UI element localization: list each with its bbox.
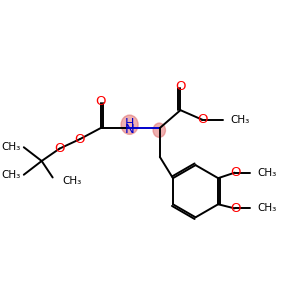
Text: CH₃: CH₃ — [257, 168, 277, 178]
Text: O: O — [95, 95, 106, 108]
Text: CH₃: CH₃ — [231, 115, 250, 125]
Text: O: O — [230, 166, 240, 179]
Text: O: O — [198, 113, 208, 126]
Text: CH₃: CH₃ — [2, 170, 21, 180]
Ellipse shape — [153, 123, 166, 137]
Ellipse shape — [121, 115, 138, 134]
Text: O: O — [74, 133, 85, 146]
Text: O: O — [54, 142, 65, 155]
Text: CH₃: CH₃ — [257, 203, 277, 213]
Text: N: N — [125, 123, 134, 136]
Text: H: H — [125, 117, 134, 130]
Text: O: O — [175, 80, 186, 93]
Text: O: O — [230, 202, 240, 215]
Text: CH₃: CH₃ — [2, 142, 21, 152]
Text: CH₃: CH₃ — [62, 176, 82, 186]
